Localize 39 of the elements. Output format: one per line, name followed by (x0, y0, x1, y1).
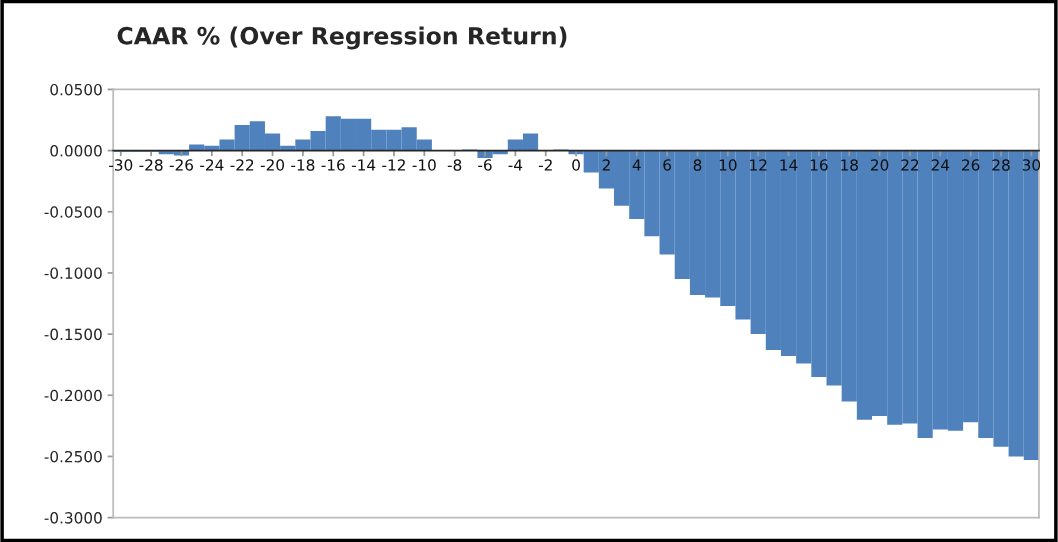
x-tick-label: -22 (230, 159, 254, 171)
x-tick-label: 12 (750, 159, 767, 171)
x-tick-label: -16 (321, 159, 345, 171)
y-tick-label: -0.2000 (44, 389, 102, 402)
x-tick-label: -12 (382, 159, 405, 171)
x-tick-label: 6 (663, 159, 672, 171)
x-tick-label: 28 (992, 159, 1010, 171)
y-tick-label: 0.0000 (50, 145, 102, 157)
y-tick-label: -0.0500 (44, 206, 102, 218)
x-tick-label: 24 (931, 159, 950, 171)
x-tick-label: 14 (780, 159, 798, 171)
x-tick-label: -6 (478, 159, 492, 171)
y-tick-label: -0.1500 (44, 328, 102, 341)
y-tick-label: -0.1000 (44, 267, 102, 279)
x-tick-label: 4 (632, 159, 641, 171)
x-tick-label: -24 (200, 159, 224, 171)
x-tick-label: -20 (260, 159, 285, 171)
x-tick-label: 26 (962, 159, 980, 171)
x-tick-label: 2 (602, 159, 610, 171)
x-tick-label: -2 (538, 159, 552, 171)
x-tick-label: -18 (291, 159, 315, 171)
x-tick-label: -14 (351, 159, 376, 171)
x-tick-label: 16 (810, 159, 828, 171)
x-tick-label: 10 (719, 159, 737, 171)
x-tick-label: -8 (447, 159, 462, 171)
x-tick-label: -26 (169, 159, 194, 171)
x-tick-label: 8 (693, 159, 702, 171)
x-tick-label: 0 (572, 159, 580, 171)
x-tick-label: -28 (139, 159, 163, 171)
x-tick-label: -4 (508, 159, 523, 171)
chart-title: CAAR % (Over Regression Return) (117, 26, 567, 50)
x-tick-label: -30 (109, 159, 133, 171)
y-tick-label: 0.0500 (50, 83, 102, 96)
x-tick-label: 18 (841, 159, 858, 171)
y-tick-label: -0.3000 (44, 512, 102, 524)
x-tick-label: -10 (412, 159, 436, 171)
x-tick-label: 22 (901, 159, 919, 171)
y-tick-label: -0.2500 (44, 450, 102, 463)
x-tick-label: 20 (871, 159, 889, 171)
